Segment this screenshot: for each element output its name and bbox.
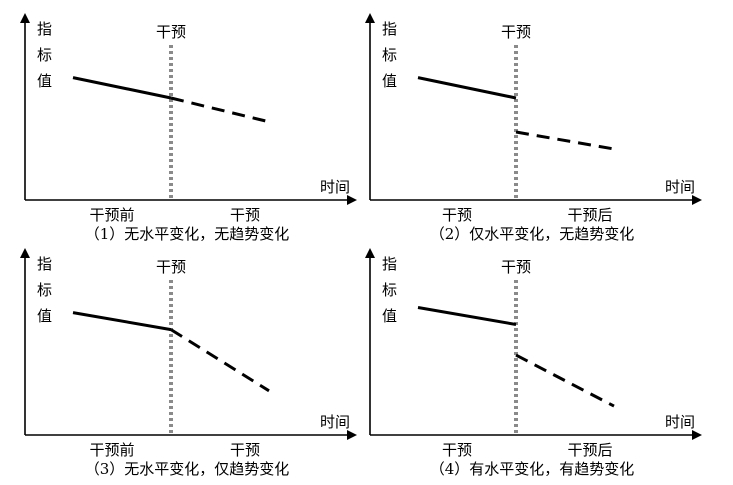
post-intervention-line	[170, 96, 270, 124]
post-intervention-line	[170, 328, 270, 393]
bottom-label-right: 干预后	[567, 441, 612, 459]
y-axis-label-char: 指	[382, 255, 397, 273]
x-axis-label: 时间	[665, 178, 695, 196]
bottom-label-left: 干预前	[89, 206, 134, 224]
pre-intervention-line	[417, 306, 517, 326]
pre-intervention-line	[72, 76, 172, 100]
x-axis-label: 时间	[320, 178, 350, 196]
panel-caption: （3）无水平变化，仅趋势变化	[85, 460, 290, 478]
y-axis-label-char: 指	[37, 255, 52, 273]
bottom-label-left: 干预	[442, 206, 472, 224]
intervention-label: 干预	[156, 23, 186, 41]
x-axis-label: 时间	[665, 413, 695, 431]
bottom-label-left: 干预前	[89, 441, 134, 459]
post-intervention-line	[515, 130, 615, 151]
bottom-label-right: 干预	[230, 206, 260, 224]
pre-intervention-line	[72, 311, 172, 332]
intervention-label: 干预	[501, 23, 531, 41]
y-axis-label-char: 标	[37, 281, 52, 299]
y-axis-label-char: 值	[37, 307, 52, 325]
bottom-label-right: 干预后	[567, 206, 612, 224]
y-axis-label-char: 标	[37, 46, 52, 64]
intervention-label: 干预	[501, 258, 531, 276]
y-axis-label-char: 值	[382, 72, 397, 90]
panel-caption: （2）仅水平变化，无趋势变化	[430, 225, 635, 243]
bottom-label-right: 干预	[230, 441, 260, 459]
x-axis-label: 时间	[320, 413, 350, 431]
bottom-label-left: 干预	[442, 441, 472, 459]
panel-caption: （4）有水平变化，有趋势变化	[430, 460, 635, 478]
post-intervention-line	[515, 353, 615, 408]
y-axis-label-char: 值	[382, 307, 397, 325]
y-axis-label-char: 指	[37, 20, 52, 38]
y-axis-label-char: 标	[382, 46, 397, 64]
pre-intervention-line	[417, 76, 517, 100]
panel-caption: （1）无水平变化，无趋势变化	[85, 225, 290, 243]
y-axis-label-char: 指	[382, 20, 397, 38]
intervention-label: 干预	[156, 258, 186, 276]
y-axis-label-char: 值	[37, 72, 52, 90]
y-axis-label-char: 标	[382, 281, 397, 299]
